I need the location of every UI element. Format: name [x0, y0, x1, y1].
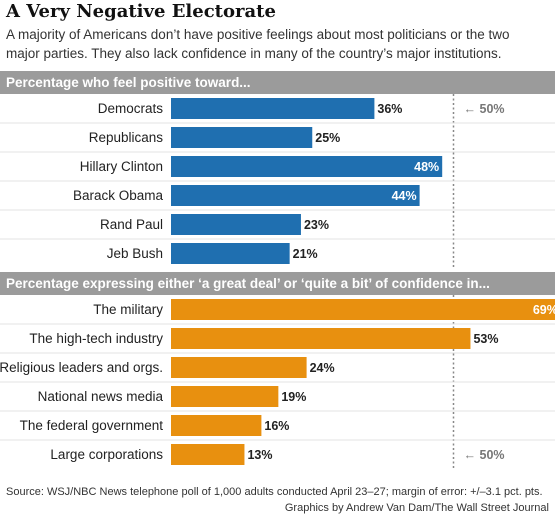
category-label: Barack Obama [73, 188, 164, 203]
value-label: 19% [281, 390, 306, 404]
category-label: The federal government [20, 418, 164, 433]
category-label: Republicans [89, 130, 164, 145]
value-label: 13% [247, 448, 272, 462]
reference-arrow-icon: ← [464, 448, 477, 462]
bar [171, 98, 375, 119]
bar [171, 357, 307, 378]
category-label: National news media [38, 389, 164, 404]
value-label: 23% [304, 218, 329, 232]
value-label: 21% [293, 247, 318, 261]
bar [171, 328, 471, 349]
bar [171, 156, 443, 177]
bar [171, 243, 290, 264]
graphics-credit: Graphics by Andrew Van Dam/The Wall Stre… [284, 502, 549, 514]
value-label: 48% [414, 160, 439, 174]
category-label: Rand Paul [100, 217, 163, 232]
value-label: 16% [264, 419, 289, 433]
category-label: Jeb Bush [107, 246, 163, 261]
category-label: Religious leaders and orgs. [0, 360, 163, 375]
section-header-positive: Percentage who feel positive toward... [0, 71, 555, 94]
chart-subtitle: A majority of Americans don’t have posit… [6, 27, 510, 61]
bar [171, 127, 313, 148]
bar [171, 444, 245, 465]
source-note: Source: WSJ/NBC News telephone poll of 1… [6, 486, 543, 498]
reference-arrow-icon: ← [464, 102, 477, 116]
category-label: Large corporations [50, 447, 163, 462]
bar [171, 299, 555, 320]
bar [171, 415, 262, 436]
value-label: 53% [473, 332, 498, 346]
category-label: The military [93, 302, 163, 317]
reference-label: 50% [480, 448, 505, 462]
section-header-confidence: Percentage expressing either ‘a great de… [0, 272, 555, 295]
value-label: 69% [533, 303, 555, 317]
reference-label: 50% [480, 102, 505, 116]
bar-charts: Democrats 36% Republicans 25% Hillary Clinto… [0, 94, 555, 469]
value-label: 25% [315, 131, 340, 145]
category-label: Democrats [98, 101, 164, 116]
category-label: The high-tech industry [29, 331, 163, 346]
bar [171, 185, 420, 206]
value-label: 44% [392, 189, 417, 203]
category-label: Hillary Clinton [80, 159, 163, 174]
chart-title: A Very Negative Electorate [6, 1, 276, 22]
value-label: 36% [377, 102, 402, 116]
bar [171, 386, 279, 407]
bar [171, 214, 301, 235]
value-label: 24% [310, 361, 335, 375]
